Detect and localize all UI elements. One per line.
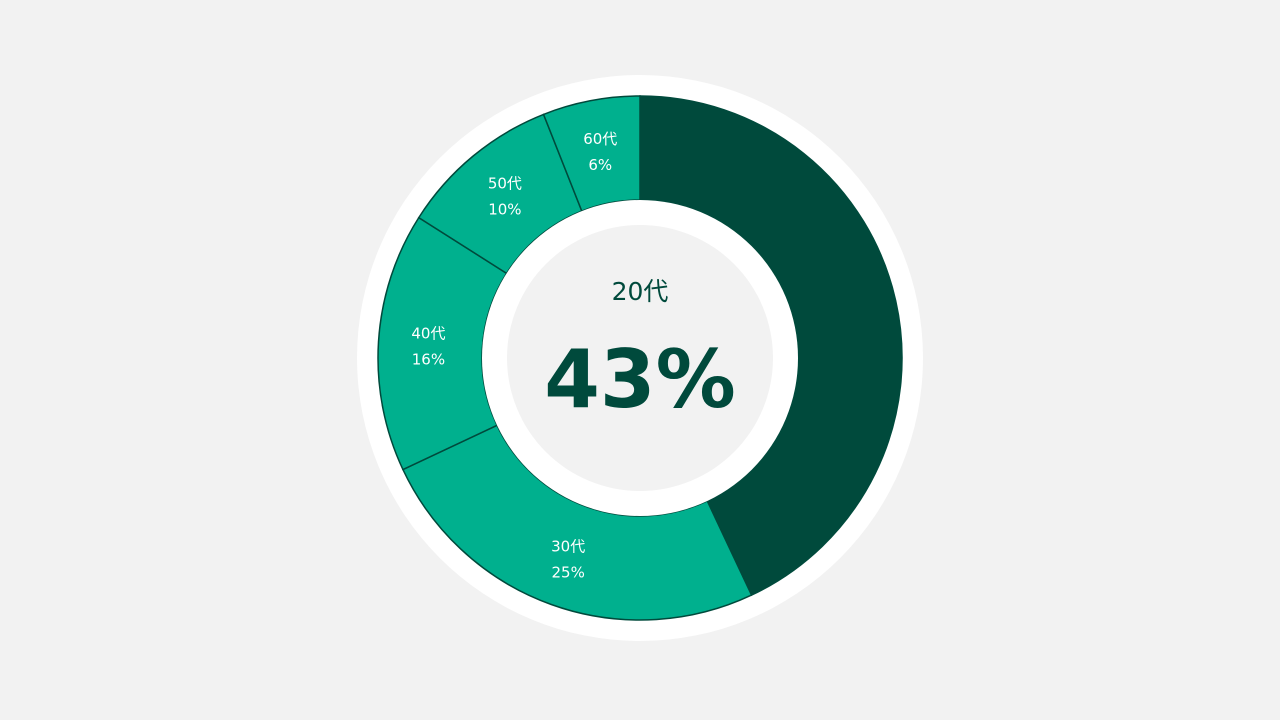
slices-group <box>377 95 903 621</box>
center-disc <box>507 225 773 491</box>
slice-value-label: 16% <box>412 351 445 369</box>
center-category-label: 20代 <box>612 277 669 306</box>
slice-category-label: 50代 <box>488 175 522 193</box>
slice-category-label: 40代 <box>411 325 445 343</box>
slice-category-label: 30代 <box>551 537 585 555</box>
slice-value-label: 6% <box>588 156 612 174</box>
slice-value-label: 10% <box>488 201 521 219</box>
slice-labels-group: 30代 25% 40代 16% 50代 10% 60代 6% <box>411 130 617 582</box>
slice-category-label: 60代 <box>583 130 617 148</box>
slice-value-label: 25% <box>552 563 585 581</box>
center-value-label: 43% <box>544 333 735 426</box>
